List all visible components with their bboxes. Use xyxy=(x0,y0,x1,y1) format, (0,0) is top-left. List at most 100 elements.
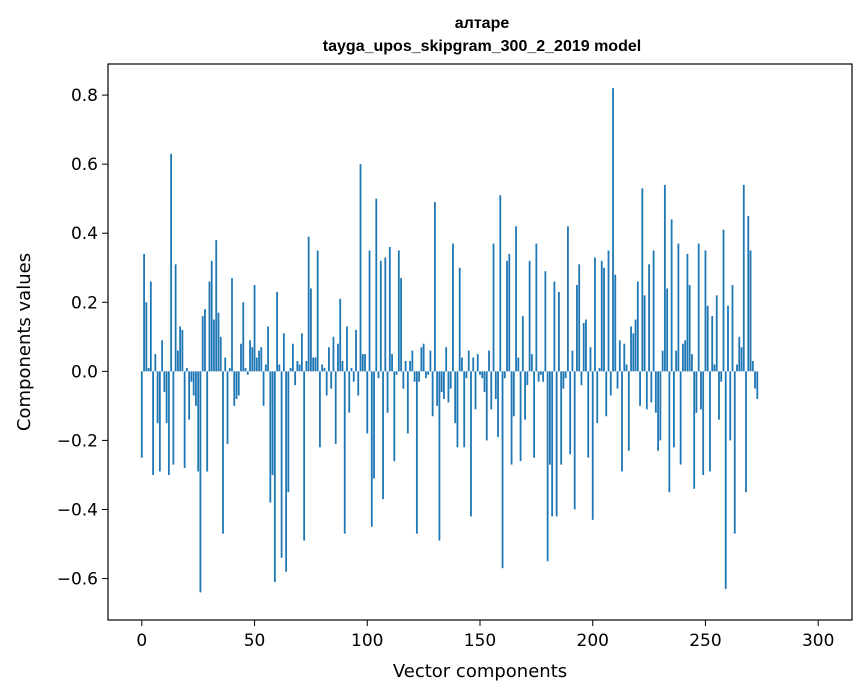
bar-256 xyxy=(718,371,720,420)
bar-121 xyxy=(413,371,416,382)
bar-78 xyxy=(316,250,319,372)
bar-49 xyxy=(251,347,254,372)
x-tick-label-200: 200 xyxy=(577,631,609,651)
bar-130 xyxy=(434,202,436,372)
bar-61 xyxy=(278,364,281,372)
bar-4 xyxy=(149,281,152,372)
bar-195 xyxy=(580,371,583,386)
bar-180 xyxy=(546,371,549,562)
bar-269 xyxy=(747,215,750,372)
bar-39 xyxy=(228,367,231,372)
bar-174 xyxy=(533,371,536,458)
bar-19 xyxy=(183,371,186,469)
bar-111 xyxy=(391,354,393,372)
bar-240 xyxy=(682,343,684,372)
bar-1 xyxy=(143,253,145,372)
bar-199 xyxy=(589,347,592,372)
bar-260 xyxy=(727,305,729,372)
bar-170 xyxy=(524,371,526,420)
bar-54 xyxy=(262,371,265,406)
bar-246 xyxy=(695,371,698,413)
bar-98 xyxy=(361,354,364,372)
bar-36 xyxy=(222,371,224,534)
bar-23 xyxy=(192,371,195,396)
bar-169 xyxy=(521,316,524,372)
x-axis-label: Vector components xyxy=(393,661,567,682)
bar-184 xyxy=(555,371,558,517)
y-tick-label-1: −0.4 xyxy=(57,500,98,520)
bar-164 xyxy=(510,371,513,465)
bar-183 xyxy=(553,281,556,372)
bar-149 xyxy=(476,354,479,372)
bar-65 xyxy=(287,371,290,493)
bar-82 xyxy=(325,371,328,396)
bar-3 xyxy=(147,367,150,372)
bar-206 xyxy=(605,371,608,417)
bar-222 xyxy=(641,188,644,372)
bar-271 xyxy=(751,360,754,372)
bar-138 xyxy=(452,243,454,372)
bar-247 xyxy=(697,243,700,372)
y-tick-label-6: 0.6 xyxy=(71,155,98,175)
x-tick-label-100: 100 xyxy=(351,631,383,651)
bar-129 xyxy=(431,371,434,417)
bar-17 xyxy=(179,326,182,372)
bar-24 xyxy=(195,371,197,406)
bar-25 xyxy=(197,371,200,472)
bar-230 xyxy=(659,371,662,441)
bar-117 xyxy=(404,360,407,372)
bar-157 xyxy=(494,371,497,399)
bar-116 xyxy=(402,371,405,389)
bar-76 xyxy=(312,357,315,372)
bar-95 xyxy=(355,329,357,372)
bar-268 xyxy=(745,371,747,493)
bar-85 xyxy=(332,336,335,372)
bar-96 xyxy=(357,371,360,396)
bar-236 xyxy=(672,371,675,448)
bar-14 xyxy=(172,371,175,465)
bar-21 xyxy=(188,371,191,420)
bar-80 xyxy=(321,364,324,372)
bar-90 xyxy=(343,371,346,534)
y-tick-label-0: −0.6 xyxy=(57,570,98,590)
bar-216 xyxy=(627,371,630,451)
bar-161 xyxy=(503,371,506,379)
x-tick-label-0: 0 xyxy=(136,631,147,651)
bar-79 xyxy=(319,371,321,448)
bar-166 xyxy=(515,226,517,372)
bar-101 xyxy=(368,250,371,372)
bar-58 xyxy=(271,371,274,475)
bar-33 xyxy=(215,240,218,372)
bar-225 xyxy=(648,264,650,372)
bar-254 xyxy=(713,364,716,372)
bar-251 xyxy=(706,305,709,372)
bar-108 xyxy=(384,257,387,372)
bar-264 xyxy=(736,364,738,372)
bar-59 xyxy=(273,371,276,583)
bar-154 xyxy=(488,350,490,372)
bar-91 xyxy=(346,326,348,372)
bar-258 xyxy=(722,229,725,372)
bar-123 xyxy=(418,371,421,382)
bar-143 xyxy=(463,371,466,448)
bar-73 xyxy=(305,360,308,372)
bar-224 xyxy=(645,371,648,410)
bar-6 xyxy=(154,354,157,372)
bar-220 xyxy=(636,281,639,372)
bar-202 xyxy=(596,371,599,424)
bar-74 xyxy=(307,236,310,372)
bar-71 xyxy=(300,333,303,372)
bar-173 xyxy=(530,354,533,372)
bar-11 xyxy=(165,371,168,424)
bar-244 xyxy=(691,354,693,372)
bar-252 xyxy=(709,371,711,472)
bar-235 xyxy=(670,219,673,372)
bar-221 xyxy=(639,371,641,406)
bar-152 xyxy=(483,371,486,393)
bar-106 xyxy=(379,260,382,372)
bar-77 xyxy=(314,357,317,372)
bar-114 xyxy=(397,250,400,372)
bar-259 xyxy=(724,371,727,589)
bar-159 xyxy=(499,195,502,372)
bar-239 xyxy=(679,371,682,465)
